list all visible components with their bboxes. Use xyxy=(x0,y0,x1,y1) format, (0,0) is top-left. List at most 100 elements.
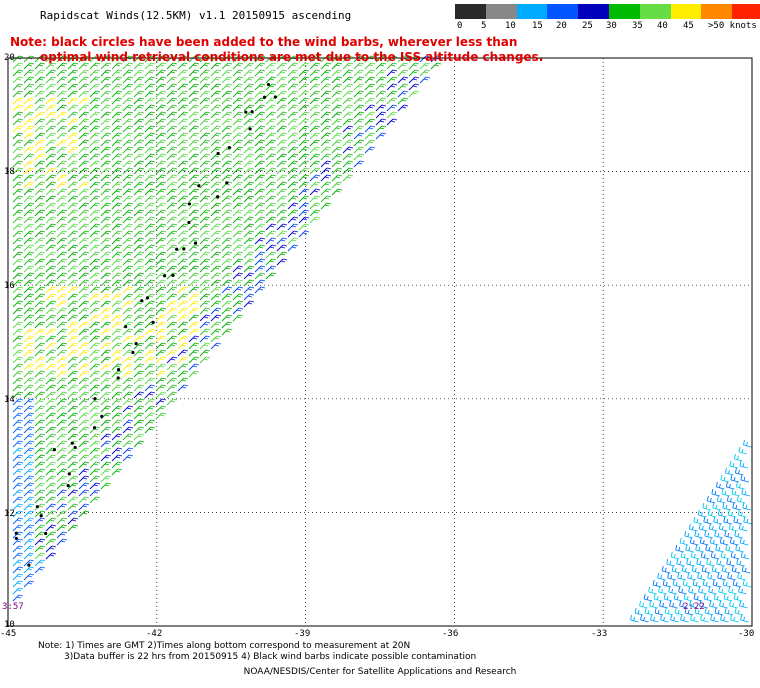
wind-barb xyxy=(67,412,79,420)
wind-barb xyxy=(111,139,123,147)
wind-barb xyxy=(663,593,673,602)
wind-barb xyxy=(100,146,112,154)
wind-barb xyxy=(254,69,266,77)
wind-barb xyxy=(111,356,123,364)
wind-barb xyxy=(243,160,255,168)
wind-barb xyxy=(667,572,676,581)
wind-barb xyxy=(34,209,46,217)
wind-barb xyxy=(276,223,288,231)
wind-barb xyxy=(78,202,90,210)
wind-barb xyxy=(716,495,726,504)
wind-barb xyxy=(89,475,101,483)
wind-barb xyxy=(23,174,35,182)
wind-barb xyxy=(78,153,90,161)
wind-barb xyxy=(34,419,46,427)
wind-barb xyxy=(56,202,68,210)
wind-barb xyxy=(155,69,167,77)
wind-barb xyxy=(719,537,729,546)
wind-barb xyxy=(720,551,730,560)
wind-barb xyxy=(177,167,189,175)
wind-barb xyxy=(45,230,57,238)
wind-barb xyxy=(177,328,189,336)
wind-barb xyxy=(719,600,728,609)
wind-barb xyxy=(12,307,24,315)
wind-barb xyxy=(265,258,277,266)
contamination-dot xyxy=(171,273,175,277)
wind-barb xyxy=(298,146,310,154)
wind-barb xyxy=(133,111,145,119)
wind-barb xyxy=(320,111,332,119)
wind-barb xyxy=(232,188,244,196)
wind-barb xyxy=(210,321,222,329)
wind-barb xyxy=(67,307,79,315)
wind-barb xyxy=(728,586,737,595)
warning-note-line2: optimal wind retrieval conditions are me… xyxy=(40,50,544,64)
wind-barb xyxy=(232,181,244,189)
wind-barb xyxy=(155,258,167,266)
wind-barb xyxy=(23,265,35,273)
map-frame xyxy=(7,57,753,627)
wind-barb xyxy=(155,174,167,182)
wind-barb xyxy=(111,104,123,112)
wind-barb xyxy=(111,426,123,434)
wind-barb xyxy=(89,230,101,238)
wind-barb xyxy=(133,398,145,406)
wind-barb xyxy=(89,279,101,287)
wind-barb xyxy=(78,405,90,413)
wind-barb xyxy=(133,363,145,371)
wind-barb xyxy=(56,314,68,322)
wind-barb xyxy=(45,300,57,308)
wind-barb xyxy=(254,244,266,252)
wind-barb xyxy=(144,69,156,77)
contamination-dot xyxy=(124,325,128,329)
wind-barb xyxy=(166,370,178,378)
wind-barb xyxy=(342,111,354,119)
wind-barb xyxy=(122,335,134,343)
wind-barb xyxy=(89,202,101,210)
wind-barb xyxy=(144,265,156,273)
footer-line1: Note: 1) Times are GMT 2)Times along bot… xyxy=(38,641,411,651)
wind-barb xyxy=(221,188,233,196)
wind-barb xyxy=(111,370,123,378)
wind-barb xyxy=(34,83,46,91)
wind-barb xyxy=(23,412,35,420)
wind-barb xyxy=(265,188,277,196)
wind-barb xyxy=(122,209,134,217)
wind-barb xyxy=(45,377,57,385)
wind-barb xyxy=(133,90,145,98)
wind-barb xyxy=(23,426,35,434)
wind-barb xyxy=(309,160,321,168)
wind-barb xyxy=(699,537,709,546)
wind-barb xyxy=(287,209,299,217)
wind-barb xyxy=(12,580,24,588)
wind-barb xyxy=(155,132,167,140)
wind-barb xyxy=(144,139,156,147)
wind-barb xyxy=(679,600,688,609)
wind-barb xyxy=(133,405,145,413)
wind-barb xyxy=(695,544,704,553)
wind-barb xyxy=(232,272,244,280)
wind-barb xyxy=(45,496,57,504)
wind-barb xyxy=(45,405,57,413)
wind-barb xyxy=(122,405,134,413)
wind-barb xyxy=(111,132,123,140)
wind-barb xyxy=(34,286,46,294)
wind-barb xyxy=(287,181,299,189)
wind-barb xyxy=(78,237,90,245)
wind-barb xyxy=(166,181,178,189)
wind-barb xyxy=(684,607,694,616)
wind-barb xyxy=(23,363,35,371)
wind-barb xyxy=(188,272,200,280)
wind-barb xyxy=(707,572,716,581)
wind-barb xyxy=(276,209,288,217)
wind-barb xyxy=(78,454,90,462)
wind-barb xyxy=(34,160,46,168)
wind-barb xyxy=(276,69,288,77)
wind-barb xyxy=(45,90,57,98)
wind-barb xyxy=(56,384,68,392)
wind-barb xyxy=(78,377,90,385)
wind-barb xyxy=(649,600,658,609)
wind-barb xyxy=(111,405,123,413)
wind-barb xyxy=(232,174,244,182)
wind-barb xyxy=(298,195,310,203)
